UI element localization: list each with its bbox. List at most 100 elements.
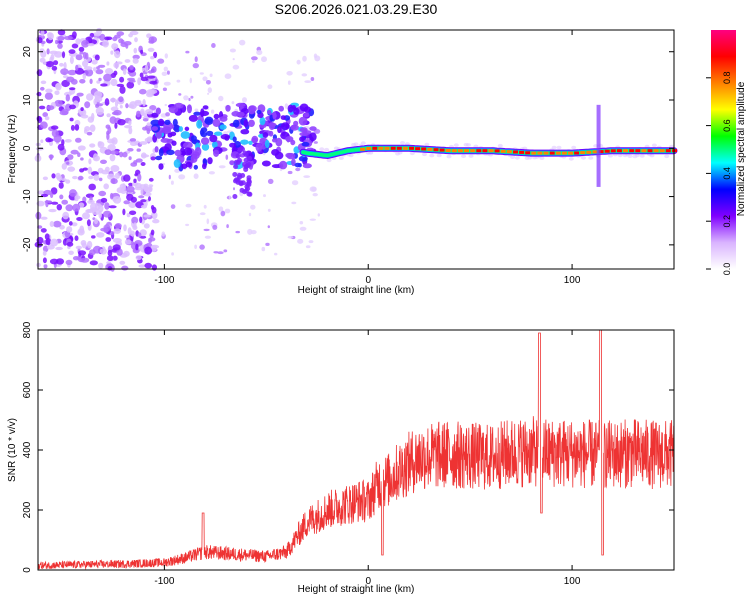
heatmap-blob [267,225,270,229]
heatmap-blob [75,64,79,71]
heatmap-blob [128,201,137,209]
heatmap-ridge-core [445,149,451,152]
heatmap-blob [42,176,49,181]
heatmap-blob [219,124,227,130]
heatmap-blob [81,242,87,249]
heatmap-blob [79,225,85,234]
heatmap-blob [651,143,657,148]
heatmap-blob [232,172,238,177]
heatmap-blob [40,86,45,91]
heatmap-blob [114,50,121,59]
heatmap-blob [314,55,321,62]
heatmap-blob [138,264,146,268]
heatmap-blob [139,72,144,78]
heatmap-blob [57,143,65,151]
heatmap-blob [213,113,220,120]
heatmap-blob [123,250,130,257]
heatmap-blob [213,251,219,254]
heatmap-blob [102,39,109,48]
heatmap-blob [103,183,109,190]
heatmap-blob [111,111,119,116]
heatmap-blob [168,174,171,180]
heatmap-ridge-core [415,147,421,151]
heatmap-blob [170,180,174,185]
heatmap-blob [199,72,204,75]
heatmap-blob [243,164,249,170]
heatmap-blob [287,104,294,113]
heatmap-blob [113,196,122,204]
heatmap-blob [113,228,121,235]
heatmap-blob [99,248,107,255]
heatmap-blob [133,47,138,54]
heatmap-blob [286,71,293,76]
heatmap-blob [124,239,132,245]
heatmap-blob [617,153,623,158]
heatmap-blob [107,266,113,271]
heatmap-blob [72,203,81,212]
heatmap-blob [55,246,63,251]
heatmap-blob [136,148,141,152]
heatmap-blob [151,211,158,220]
heatmap-blob [155,155,163,161]
heatmap-blob [158,148,164,157]
heatmap-ridge-core [586,150,592,154]
heatmap-blob [142,118,149,122]
heatmap-ridge-core [592,150,598,154]
heatmap-blob [40,121,48,129]
heatmap-blob [324,147,330,152]
heatmap-blob [71,43,79,49]
heatmap-blob [64,139,72,143]
heatmap-blob [148,40,155,44]
heatmap-blob [47,32,54,41]
heatmap-blob [62,211,70,220]
heatmap-blob [127,148,134,152]
heatmap-blob [267,178,274,184]
heatmap-blob [303,106,312,113]
heatmap-blob [226,224,229,229]
heatmap-blob [239,39,246,46]
heatmap-blob [203,228,210,232]
heatmap-blob [409,151,415,156]
heatmap-blob [271,164,282,169]
heatmap-blob [172,118,178,127]
heatmap-blob [527,156,533,160]
heatmap-blob [42,112,48,118]
heatmap-blob [140,76,148,82]
heatmap-blob [225,154,229,160]
heatmap-y-tick-label: -10 [22,189,33,204]
heatmap-blob [157,58,165,64]
heatmap-blob [45,61,55,68]
heatmap-blob [287,170,293,175]
heatmap-blob [267,208,271,212]
heatmap-blob [61,178,67,182]
heatmap-blob [111,43,119,50]
heatmap-blob [110,264,115,272]
heatmap-blob [174,168,181,173]
heatmap-blob [72,175,78,180]
heatmap-blob [64,35,73,41]
heatmap-blob [232,119,240,128]
heatmap-blob [232,136,237,143]
heatmap-blob [134,101,142,106]
heatmap-blob [271,138,278,143]
heatmap-blob [165,112,171,117]
heatmap-blob [83,66,93,71]
heatmap-blob [187,104,192,114]
heatmap-blob [136,110,141,118]
heatmap-blob [130,141,138,146]
heatmap-blob [40,80,47,85]
heatmap-blob [348,153,354,158]
heatmap-blob [110,72,117,78]
heatmap-ridge-core [433,148,439,152]
heatmap-blob [93,90,103,99]
snr-x-axis-label: Height of straight line (km) [298,584,415,595]
heatmap-blob [188,97,191,102]
heatmap-blob [170,204,176,210]
heatmap-blob [148,196,151,202]
heatmap-blob [211,141,218,149]
heatmap-blob [123,200,130,205]
heatmap-blob [190,135,197,142]
heatmap-blob [135,158,143,163]
heatmap-blob [163,66,168,72]
heatmap-blob [104,202,110,210]
